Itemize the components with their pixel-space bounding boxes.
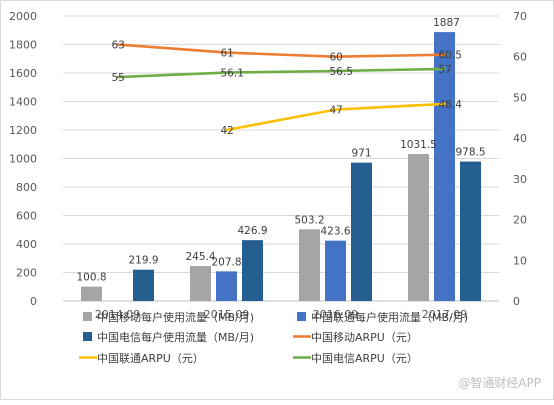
left-axis-tick-label: 1200 [9, 124, 37, 137]
bar-data-label: 100.8 [76, 272, 106, 284]
bar [81, 286, 102, 301]
bar [408, 154, 429, 301]
line-data-label: 60 [330, 52, 343, 64]
bar [216, 271, 237, 301]
line-data-label: 47 [330, 105, 343, 117]
category-axis-ticks: 2014.09 2015.09 2016.09 2017.09 [95, 308, 468, 321]
legend-label: 中国移动每户使用流量（MB/月) [97, 310, 254, 324]
bar [460, 161, 481, 301]
bar [434, 32, 455, 301]
bar-series-group [81, 32, 481, 301]
category-tick-label: 2017.09 [422, 308, 468, 321]
left-axis-tick-label: 400 [16, 238, 37, 251]
legend-swatch [83, 312, 92, 321]
right-axis-tick-label: 0 [513, 295, 520, 308]
bar-data-label: 1031.5 [400, 139, 437, 151]
data-labels-group: 100.8 245.4 503.2 1031.5 207.8 423.6 1887 219.9… [76, 17, 485, 284]
left-axis-tick-label: 600 [16, 210, 37, 223]
legend-label: 中国联通ARPU（元） [97, 352, 204, 365]
legend-label: 中国联通每户使用流量（MB/月) [311, 310, 468, 324]
line-data-label: 48.4 [439, 99, 463, 111]
right-axis-tick-label: 10 [513, 254, 527, 267]
legend-item: 中国联通每户使用流量（MB/月) [297, 310, 468, 324]
legend: 中国移动每户使用流量（MB/月) 中国联通每户使用流量（MB/月) 中国电信每户使用… [79, 310, 468, 365]
left-axis-tick-label: 1400 [9, 96, 37, 109]
line-data-label: 61 [221, 48, 234, 60]
left-axis-tick-label: 2000 [9, 10, 37, 23]
right-axis-tick-label: 30 [513, 173, 527, 186]
legend-item: 中国电信每户使用流量（MB/月) [83, 330, 254, 344]
category-tick-label: 2015.09 [204, 308, 250, 321]
bar [242, 240, 263, 301]
bar [299, 229, 320, 301]
left-axis-tick-label: 1000 [9, 153, 37, 166]
legend-item: 中国移动ARPU（元） [293, 331, 418, 344]
bar-data-label: 219.9 [128, 255, 158, 267]
line-data-label: 55 [112, 72, 125, 84]
right-axis-ticks: 0 10 20 30 40 50 60 70 [513, 10, 527, 308]
left-axis-tick-label: 0 [30, 295, 37, 308]
bar-data-label: 423.6 [320, 226, 350, 238]
legend-label: 中国电信ARPU（元） [311, 352, 418, 365]
left-axis-tick-label: 1600 [9, 67, 37, 80]
legend-swatch [297, 312, 306, 321]
line-series [116, 67, 446, 79]
right-axis-tick-label: 60 [513, 51, 527, 64]
line-data-label: 56.1 [221, 68, 244, 80]
left-axis-tick-label: 200 [16, 267, 37, 280]
line-series [225, 102, 446, 132]
bar-data-label: 207.8 [211, 256, 241, 268]
left-axis-tick-label: 1800 [9, 39, 37, 52]
right-axis-tick-label: 20 [513, 214, 527, 227]
bar [190, 266, 211, 301]
line-data-label: 57 [439, 64, 452, 76]
right-axis-tick-label: 50 [513, 91, 527, 104]
category-tick-label: 2014.09 [95, 308, 141, 321]
legend-swatch [83, 332, 92, 341]
right-axis-tick-label: 40 [513, 132, 527, 145]
line-data-label: 60.5 [439, 50, 462, 62]
legend-label: 中国电信每户使用流量（MB/月) [97, 330, 254, 344]
left-axis-ticks: 0 200 400 600 800 1000 1200 1400 1600 1800 2000 [9, 10, 37, 308]
line-data-label: 63 [112, 40, 125, 52]
line-data-label: 42 [221, 125, 234, 137]
right-axis-tick-label: 70 [513, 10, 527, 23]
line-data-label: 56.5 [330, 66, 353, 78]
legend-item: 中国移动每户使用流量（MB/月) [83, 310, 254, 324]
category-tick-label: 2016.09 [313, 308, 359, 321]
bar [325, 240, 346, 301]
bar-data-label: 978.5 [455, 147, 485, 159]
legend-item: 中国电信ARPU（元） [293, 352, 418, 365]
bar-data-label: 971 [351, 148, 371, 160]
legend-item: 中国联通ARPU（元） [79, 352, 204, 365]
watermark: @智通财经APP [458, 375, 541, 390]
line-series [116, 43, 446, 58]
bar-data-label: 426.9 [237, 225, 267, 237]
legend-label: 中国移动ARPU（元） [311, 331, 418, 344]
left-axis-tick-label: 800 [16, 181, 37, 194]
bar [133, 269, 154, 301]
bar [351, 162, 372, 301]
line-series-group [116, 43, 446, 132]
bar-data-label: 1887 [433, 17, 460, 29]
bar-data-label: 503.2 [294, 214, 324, 226]
bar-data-label: 245.4 [185, 251, 215, 263]
